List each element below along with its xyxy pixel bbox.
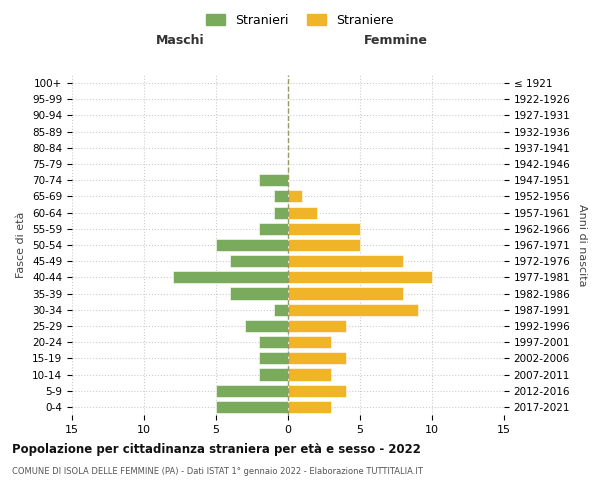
Text: COMUNE DI ISOLA DELLE FEMMINE (PA) - Dati ISTAT 1° gennaio 2022 - Elaborazione T: COMUNE DI ISOLA DELLE FEMMINE (PA) - Dat… [12, 468, 423, 476]
Bar [230, 288, 288, 300]
Bar [288, 401, 331, 413]
Bar [259, 368, 288, 380]
Bar [173, 272, 288, 283]
Bar [259, 222, 288, 235]
Bar [230, 255, 288, 268]
Bar [288, 222, 360, 235]
Bar [288, 255, 403, 268]
Bar [216, 239, 288, 251]
Bar [259, 174, 288, 186]
Legend: Stranieri, Straniere: Stranieri, Straniere [202, 8, 398, 32]
Bar [216, 401, 288, 413]
Bar [288, 384, 346, 397]
Y-axis label: Anni di nascita: Anni di nascita [577, 204, 587, 286]
Bar [259, 352, 288, 364]
Bar [288, 206, 317, 218]
Bar [288, 336, 331, 348]
Bar [288, 304, 418, 316]
Bar [216, 384, 288, 397]
Bar [274, 190, 288, 202]
Bar [259, 336, 288, 348]
Text: Popolazione per cittadinanza straniera per età e sesso - 2022: Popolazione per cittadinanza straniera p… [12, 442, 421, 456]
Text: Maschi: Maschi [155, 34, 205, 48]
Text: Femmine: Femmine [364, 34, 428, 48]
Bar [288, 190, 302, 202]
Bar [288, 320, 346, 332]
Bar [288, 368, 331, 380]
Y-axis label: Fasce di età: Fasce di età [16, 212, 26, 278]
Bar [288, 239, 360, 251]
Bar [274, 304, 288, 316]
Bar [274, 206, 288, 218]
Bar [288, 352, 346, 364]
Bar [288, 272, 432, 283]
Bar [245, 320, 288, 332]
Bar [288, 288, 403, 300]
